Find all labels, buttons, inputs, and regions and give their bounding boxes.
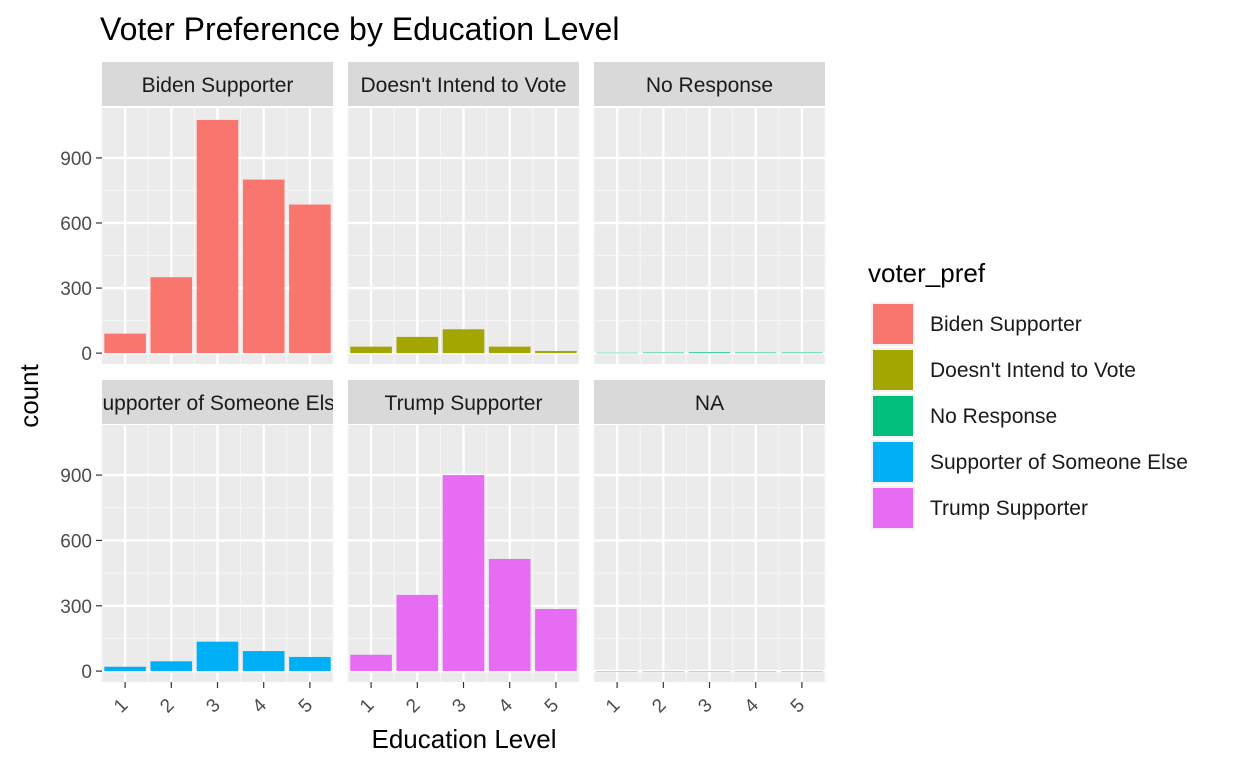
bar	[242, 651, 285, 672]
facet-strip	[594, 380, 825, 424]
bar	[150, 661, 193, 672]
facet-strip	[102, 380, 333, 424]
bar	[596, 352, 638, 354]
bar	[488, 346, 531, 354]
facet-strip	[594, 62, 825, 106]
x-tick-label: 5	[541, 695, 563, 717]
bar	[734, 352, 777, 354]
x-tick-label: 2	[648, 695, 670, 717]
y-tick-label: 900	[60, 149, 92, 170]
bar	[289, 204, 331, 354]
bar	[150, 277, 193, 354]
y-tick-label: 300	[60, 597, 92, 618]
facet-panel: NA 1 2 3 4 5	[593, 380, 826, 718]
x-axis-title: Education Level	[371, 724, 556, 754]
legend-title: voter_pref	[868, 258, 986, 288]
bar	[242, 179, 285, 354]
y-tick-label: 600	[60, 531, 92, 552]
bar	[642, 352, 685, 354]
legend-key	[873, 350, 913, 390]
x-tick-label: 1	[602, 695, 624, 717]
bar	[535, 350, 577, 354]
bar	[350, 654, 392, 672]
bar	[596, 671, 638, 672]
bar	[642, 671, 685, 672]
x-tick-label: 2	[156, 695, 178, 717]
x-tick-label: 3	[448, 695, 470, 717]
facet-strip-label: Trump Supporter	[385, 392, 543, 415]
x-tick-label: 4	[741, 695, 764, 718]
y-tick-label: 0	[81, 662, 92, 683]
facet-panel: Trump Supporter 1 2 3 4 5	[347, 380, 580, 718]
legend-key	[873, 304, 913, 344]
legend-key	[873, 442, 913, 482]
y-tick-label: 0	[81, 344, 92, 365]
legend-key	[873, 396, 913, 436]
x-tick-label: 5	[295, 695, 317, 717]
legend: voter_pref Biden Supporter Doesn't Intend…	[868, 258, 1188, 530]
facet-strip-label: No Response	[646, 74, 773, 97]
facet-panel: Biden Supporter 0 300 600 900	[60, 62, 334, 365]
legend-label: Trump Supporter	[930, 497, 1088, 520]
x-tick-label: 4	[249, 695, 272, 718]
bar	[442, 475, 485, 672]
legend-key	[873, 488, 913, 528]
x-tick-label: 2	[402, 695, 424, 717]
x-tick-label: 3	[202, 695, 224, 717]
bar	[396, 336, 439, 354]
bar	[442, 329, 485, 354]
legend-label: Supporter of Someone Else	[930, 451, 1188, 474]
y-tick-label: 900	[60, 466, 92, 487]
bar	[734, 671, 777, 672]
x-tick-label: 3	[694, 695, 716, 717]
facet-strip-label: Biden Supporter	[142, 74, 294, 97]
bar	[196, 119, 239, 354]
facet-strip-label: Supporter of Someone Else	[89, 392, 347, 415]
bar	[196, 641, 239, 672]
y-axis-title: count	[14, 363, 44, 427]
facet-strip-label: Doesn't Intend to Vote	[361, 74, 567, 97]
bar	[688, 352, 731, 354]
facet-panel: Doesn't Intend to Vote	[347, 62, 580, 364]
facet-panels: Biden Supporter 0 300 600 900 Doesn't Intend …	[60, 62, 826, 718]
x-tick-label: 5	[787, 695, 809, 717]
bar	[688, 671, 731, 672]
facet-strip	[102, 62, 333, 106]
bar	[488, 558, 531, 672]
x-tick-label: 1	[110, 695, 132, 717]
bar	[289, 656, 331, 672]
y-tick-label: 300	[60, 279, 92, 300]
bar	[535, 609, 577, 672]
x-tick-label: 1	[356, 695, 378, 717]
legend-label: Doesn't Intend to Vote	[930, 359, 1136, 382]
facet-panel: Supporter of Someone Else 0 300 600 900 1 2 3 4 5	[60, 380, 347, 718]
bar	[781, 671, 823, 672]
legend-label: Biden Supporter	[930, 313, 1082, 336]
facet-strip	[348, 62, 579, 106]
x-tick-label: 4	[495, 695, 518, 718]
bar	[781, 352, 823, 354]
facet-panel: No Response	[593, 62, 826, 364]
bar	[104, 333, 146, 354]
facet-strip	[348, 380, 579, 424]
chart-title: Voter Preference by Education Level	[100, 11, 619, 47]
facet-strip-label: NA	[695, 392, 724, 415]
bar	[104, 666, 146, 672]
bar	[350, 346, 392, 354]
legend-label: No Response	[930, 405, 1057, 428]
y-tick-label: 600	[60, 214, 92, 235]
bar	[396, 594, 439, 672]
